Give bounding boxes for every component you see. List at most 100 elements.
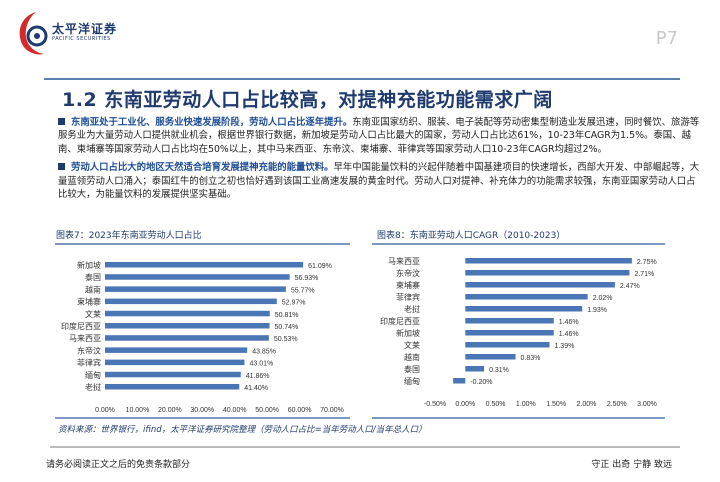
bar bbox=[105, 335, 269, 341]
data-label: 50.81% bbox=[275, 312, 299, 319]
paragraph-text: 东南亚国家纺织、服装、电子装配等劳动密集型制造业发展迅速，同时餐饮、旅游等服务业… bbox=[58, 117, 700, 155]
disclaimer-note: 请务必阅读正文之后的免责条款部分 bbox=[46, 460, 191, 470]
category-label: 新加坡 bbox=[77, 260, 101, 270]
tick-label: 1.00% bbox=[516, 401, 536, 408]
data-label: 1.39% bbox=[554, 343, 574, 350]
data-label: 2.75% bbox=[637, 259, 657, 266]
chart-labor-cagr: 马来西亚 2.75% 东帝汶 2.71% 柬埔寨 2.47% 菲律宾 2.02% 老挝 1.93%… bbox=[380, 257, 657, 408]
chart-title-1: 图表7：2023年东南亚劳动人口占比 bbox=[56, 231, 202, 241]
tick-label: 1.50% bbox=[546, 401, 566, 408]
tick-label: 30.00% bbox=[190, 407, 214, 414]
chart-divider bbox=[372, 243, 665, 245]
category-label: 泰国 bbox=[85, 272, 101, 282]
tick-label: 0.50% bbox=[486, 401, 506, 408]
data-label: 1.93% bbox=[587, 307, 607, 314]
bar bbox=[105, 310, 270, 317]
bar bbox=[465, 318, 554, 324]
data-label: 52.97% bbox=[282, 300, 306, 307]
category-label: 文莱 bbox=[404, 340, 420, 350]
data-label: 2.02% bbox=[593, 295, 613, 302]
category-label: 文莱 bbox=[85, 309, 101, 319]
chart-divider bbox=[55, 417, 350, 419]
bar bbox=[465, 294, 588, 300]
bar bbox=[105, 298, 277, 305]
tick-label: 60.00% bbox=[288, 407, 312, 414]
category-label: 柬埔寨 bbox=[77, 297, 101, 307]
paragraph-lead: 东南亚处于工业化、服务业快速发展阶段，劳动人口占比逐年提升。 bbox=[71, 117, 353, 128]
data-label: 0.83% bbox=[521, 355, 541, 362]
data-label: 41.86% bbox=[246, 373, 270, 380]
paragraph-lead: 劳动人口占比大的地区天然适合培育发展提神充能的能量饮料。 bbox=[71, 162, 334, 174]
bar bbox=[105, 274, 290, 280]
category-label: 新加坡 bbox=[396, 328, 420, 338]
category-label: 菲律宾 bbox=[77, 358, 101, 368]
bar bbox=[465, 354, 516, 360]
data-label: 2.71% bbox=[634, 271, 654, 278]
category-label: 东帝汶 bbox=[77, 345, 101, 355]
bar bbox=[465, 306, 583, 312]
chart-divider bbox=[55, 243, 350, 245]
bar bbox=[465, 282, 615, 288]
page-number: P7 bbox=[655, 28, 678, 49]
header-divider bbox=[44, 78, 680, 80]
paragraph-2: 劳动人口占比大的地区天然适合培育发展提神充能的能量饮料。早年中国能量饮料的兴起伴… bbox=[58, 161, 703, 201]
bar bbox=[465, 342, 550, 348]
category-label: 东帝汶 bbox=[396, 268, 420, 278]
paragraph-text: 早年中国能量饮料的兴起伴随着中国基建项目的快速增长，西部大开发、中部崛起等，大量… bbox=[58, 162, 700, 201]
data-label: 50.53% bbox=[274, 336, 298, 343]
category-label: 菲律宾 bbox=[396, 292, 420, 302]
category-label: 越南 bbox=[85, 284, 101, 294]
category-label: 越南 bbox=[404, 352, 420, 362]
logo bbox=[14, 10, 124, 55]
chart-title-2: 图表8：东南亚劳动人口CAGR（2010-2023） bbox=[377, 231, 566, 241]
bar bbox=[105, 323, 270, 329]
bar bbox=[465, 366, 485, 372]
bar bbox=[465, 270, 630, 276]
category-label: 马来西亚 bbox=[388, 257, 420, 266]
bar bbox=[453, 378, 466, 384]
data-label: 2.47% bbox=[620, 283, 640, 290]
paragraph-1: 东南亚处于工业化、服务业快速发展阶段，劳动人口占比逐年提升。东南亚国家纺织、服装… bbox=[58, 116, 703, 156]
bar bbox=[105, 286, 286, 292]
bullet-icon bbox=[58, 163, 65, 171]
tick-label: 50.00% bbox=[255, 407, 279, 414]
tick-label: 2.50% bbox=[607, 401, 627, 408]
body-text: 东南亚处于工业化、服务业快速发展阶段，劳动人口占比逐年提升。东南亚国家纺织、服装… bbox=[58, 116, 703, 206]
bar bbox=[105, 384, 240, 390]
bar bbox=[105, 262, 304, 268]
tick-label: 70.00% bbox=[320, 407, 344, 414]
bar bbox=[105, 347, 248, 353]
data-label: -0.20% bbox=[470, 379, 492, 386]
source-note: 资料来源：世界银行，ifind，太平洋证券研究院整理（劳动人口占比=当年劳动人口… bbox=[58, 425, 427, 435]
tick-label: 20.00% bbox=[158, 407, 182, 414]
chart-labor-share: 新加坡 61.09% 泰国 56.93% 越南 55.77% 柬埔寨 52.97% 文莱 50.8… bbox=[61, 260, 344, 414]
category-label: 老挝 bbox=[404, 304, 420, 314]
tick-label: -0.50% bbox=[424, 401, 446, 408]
section-title: 1.2 东南亚劳动人口占比较高，对提神充能功能需求广阔 bbox=[62, 89, 553, 111]
bar bbox=[105, 359, 245, 366]
data-label: 50.74% bbox=[275, 324, 299, 331]
data-label: 41.40% bbox=[244, 385, 268, 392]
data-label: 55.77% bbox=[291, 287, 315, 294]
chart-divider bbox=[372, 417, 665, 419]
tick-label: 40.00% bbox=[223, 407, 247, 414]
tick-label: 3.00% bbox=[637, 401, 657, 408]
data-label: 0.31% bbox=[489, 367, 509, 374]
tick-label: 0.00% bbox=[455, 401, 475, 408]
category-label: 马来西亚 bbox=[69, 334, 101, 343]
slogan: 守正 出奇 宁静 致远 bbox=[591, 460, 672, 470]
bar bbox=[105, 371, 241, 378]
category-label: 老挝 bbox=[85, 382, 101, 392]
logo-icon bbox=[19, 12, 48, 55]
bar bbox=[465, 258, 632, 264]
bullet-icon bbox=[58, 118, 65, 125]
tick-label: 10.00% bbox=[126, 407, 150, 414]
footer-divider bbox=[50, 446, 680, 448]
category-label: 印度尼西亚 bbox=[61, 321, 101, 331]
bar bbox=[465, 330, 554, 336]
data-label: 43.85% bbox=[252, 348, 276, 355]
category-label: 柬埔寨 bbox=[396, 280, 420, 290]
data-label: 56.93% bbox=[295, 275, 319, 282]
brand-name-en: PACIFIC SECURITIES bbox=[52, 36, 111, 42]
category-label: 印度尼西亚 bbox=[380, 316, 420, 326]
